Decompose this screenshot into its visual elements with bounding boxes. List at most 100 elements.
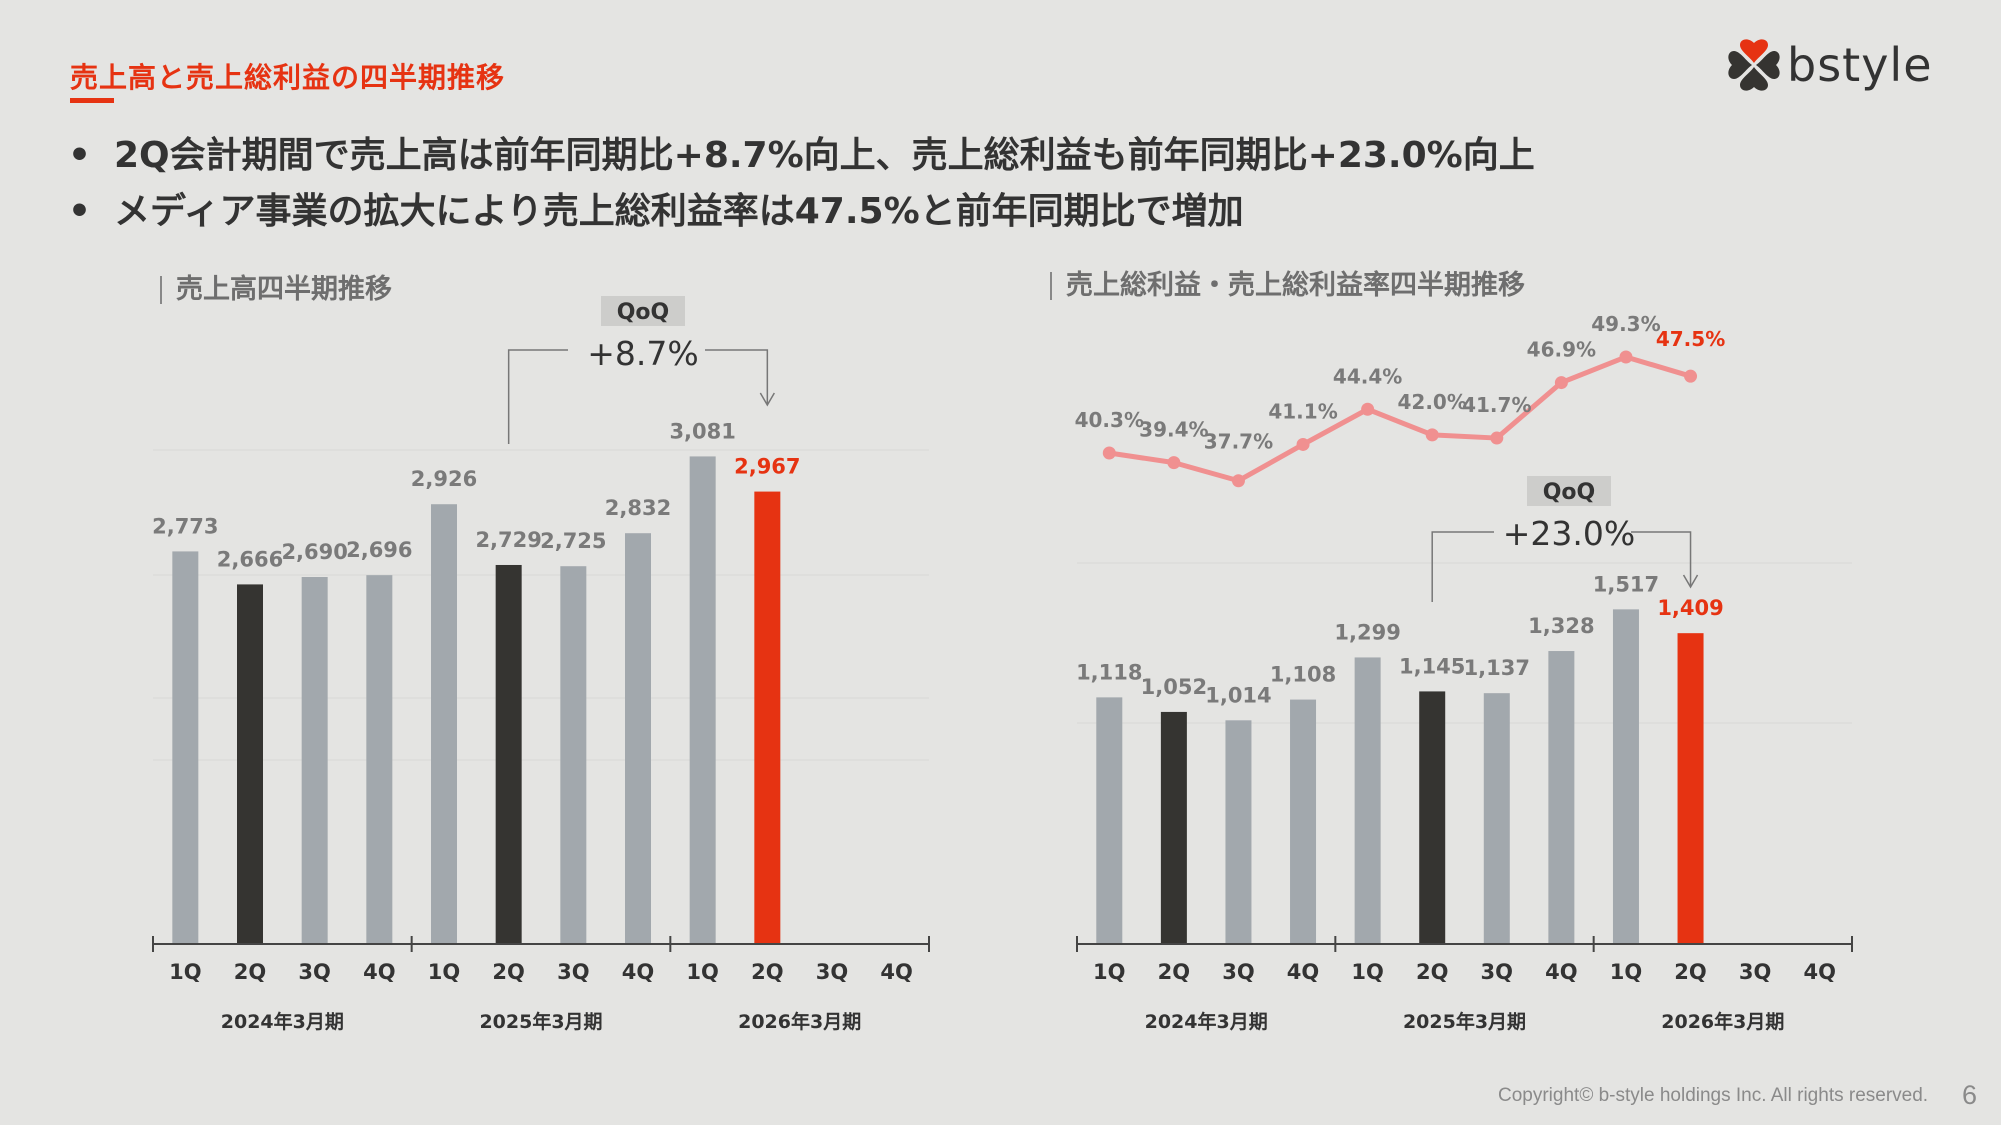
bar-value-label: 2,666 bbox=[217, 547, 283, 571]
x-tick-label: 3Q bbox=[557, 960, 589, 984]
margin-label: 41.7% bbox=[1462, 393, 1531, 417]
bar bbox=[495, 564, 522, 944]
margin-label: 44.4% bbox=[1333, 364, 1402, 388]
bar bbox=[1354, 657, 1381, 944]
x-tick-label: 2Q bbox=[1674, 960, 1706, 984]
fiscal-year-label: 2024年3月期 bbox=[221, 1010, 344, 1033]
bar-value-label: 2,773 bbox=[152, 514, 218, 538]
bar bbox=[1548, 651, 1575, 944]
bar bbox=[560, 566, 587, 944]
gross-profit-chart-title: 売上総利益・売上総利益率四半期推移 bbox=[1050, 272, 1525, 300]
bar bbox=[1290, 699, 1317, 944]
x-tick-label: 3Q bbox=[1481, 960, 1513, 984]
bar-value-label: 2,926 bbox=[411, 467, 477, 491]
bar bbox=[431, 504, 457, 944]
qoq-arrow-icon bbox=[1682, 574, 1699, 589]
sales-chart-title: 売上高四半期推移 bbox=[160, 276, 392, 304]
bar-value-label: 1,137 bbox=[1464, 656, 1530, 680]
bar-value-label: 1,299 bbox=[1334, 620, 1400, 644]
bar bbox=[301, 577, 328, 944]
margin-label: 41.1% bbox=[1268, 399, 1337, 423]
x-tick-label: 2Q bbox=[492, 960, 524, 984]
bar bbox=[1612, 609, 1639, 944]
x-tick-label: 3Q bbox=[1222, 960, 1254, 984]
bar-value-label: 2,729 bbox=[475, 528, 541, 552]
bar bbox=[689, 456, 716, 944]
x-tick-label: 2Q bbox=[1416, 960, 1448, 984]
x-tick-label: 4Q bbox=[1545, 960, 1577, 984]
bar-value-label: 1,409 bbox=[1657, 596, 1723, 620]
bar bbox=[1160, 711, 1187, 944]
bar-value-label: 2,690 bbox=[281, 540, 347, 564]
qoq-badge bbox=[1527, 476, 1611, 506]
bar-value-label: 2,725 bbox=[540, 529, 606, 553]
margin-label: 37.7% bbox=[1204, 430, 1273, 454]
copyright-text: Copyright© b-style holdings Inc. All rig… bbox=[1498, 1085, 1929, 1106]
bullet-text: 2Q会計期間で売上高は前年同期比+8.7%向上、売上総利益も前年同期比+23.0… bbox=[114, 135, 1535, 176]
page-title: 売上高と売上総利益の四半期推移 bbox=[70, 61, 506, 94]
margin-label: 49.3% bbox=[1591, 312, 1660, 336]
qoq-badge-label: QoQ bbox=[617, 300, 670, 325]
qoq-badge bbox=[601, 296, 685, 326]
bar-value-label: 2,696 bbox=[346, 538, 412, 562]
bar-value-label: 1,014 bbox=[1205, 683, 1271, 707]
x-tick-label: 4Q bbox=[1287, 960, 1319, 984]
margin-point bbox=[1296, 437, 1310, 451]
x-tick-label: 1Q bbox=[686, 960, 718, 984]
bar-value-label: 1,108 bbox=[1270, 663, 1336, 687]
bullet-marker: • bbox=[68, 135, 92, 176]
margin-label: 42.0% bbox=[1398, 390, 1467, 414]
x-tick-label: 2Q bbox=[1158, 960, 1190, 984]
margin-line bbox=[1108, 354, 1692, 484]
bar-value-label: 1,145 bbox=[1399, 654, 1465, 678]
margin-point bbox=[1490, 431, 1504, 445]
summary-bullets: • 2Q会計期間で売上高は前年同期比+8.7%向上、売上総利益も前年同期比+23.… bbox=[68, 128, 1535, 240]
bar bbox=[1096, 697, 1123, 944]
bar-value-label: 2,967 bbox=[734, 455, 800, 479]
qoq-bracket-right bbox=[705, 349, 769, 404]
bullet-marker: • bbox=[68, 191, 92, 232]
bar bbox=[1225, 720, 1252, 944]
x-tick-label: 4Q bbox=[1803, 960, 1835, 984]
fiscal-year-label: 2026年3月期 bbox=[738, 1010, 861, 1033]
qoq-badge-label: QoQ bbox=[1543, 480, 1596, 505]
bar bbox=[1677, 633, 1704, 944]
bar bbox=[237, 584, 263, 944]
bar bbox=[754, 491, 781, 944]
x-tick-label: 4Q bbox=[363, 960, 395, 984]
fiscal-year-label: 2025年3月期 bbox=[479, 1010, 602, 1033]
qoq-bracket-left bbox=[507, 349, 568, 444]
bullet-item: • 2Q会計期間で売上高は前年同期比+8.7%向上、売上総利益も前年同期比+23.… bbox=[68, 128, 1535, 184]
bullet-text: メディア事業の拡大により売上総利益率は47.5%と前年同期比で増加 bbox=[114, 191, 1244, 232]
margin-point bbox=[1425, 428, 1439, 442]
bar bbox=[625, 533, 651, 944]
bar-value-label: 1,118 bbox=[1076, 660, 1142, 684]
bar-value-label: 3,081 bbox=[669, 419, 735, 443]
qoq-bracket-left bbox=[1431, 531, 1494, 602]
margin-label: 46.9% bbox=[1527, 338, 1596, 362]
x-tick-label: 1Q bbox=[1351, 960, 1383, 984]
x-tick-label: 1Q bbox=[428, 960, 460, 984]
margin-label: 47.5% bbox=[1656, 327, 1725, 351]
margin-point bbox=[1167, 456, 1181, 470]
margin-point bbox=[1554, 376, 1568, 390]
x-tick-label: 1Q bbox=[1610, 960, 1642, 984]
x-tick-label: 1Q bbox=[169, 960, 201, 984]
fiscal-year-label: 2026年3月期 bbox=[1661, 1010, 1784, 1033]
margin-point bbox=[1361, 402, 1375, 416]
bar-value-label: 1,052 bbox=[1141, 675, 1207, 699]
qoq-bracket-right bbox=[1631, 531, 1692, 586]
bar bbox=[366, 575, 393, 944]
x-tick-label: 3Q bbox=[816, 960, 848, 984]
margin-label: 39.4% bbox=[1139, 418, 1208, 442]
qoq-value: +23.0% bbox=[1503, 514, 1635, 553]
x-tick-label: 3Q bbox=[298, 960, 330, 984]
clover-heart-icon bbox=[1728, 39, 1780, 91]
bullet-item: • メディア事業の拡大により売上総利益率は47.5%と前年同期比で増加 bbox=[68, 184, 1535, 240]
margin-point bbox=[1684, 369, 1698, 383]
fiscal-year-label: 2025年3月期 bbox=[1403, 1010, 1526, 1033]
x-tick-label: 4Q bbox=[880, 960, 912, 984]
x-tick-label: 2Q bbox=[234, 960, 266, 984]
bar bbox=[1419, 691, 1446, 944]
